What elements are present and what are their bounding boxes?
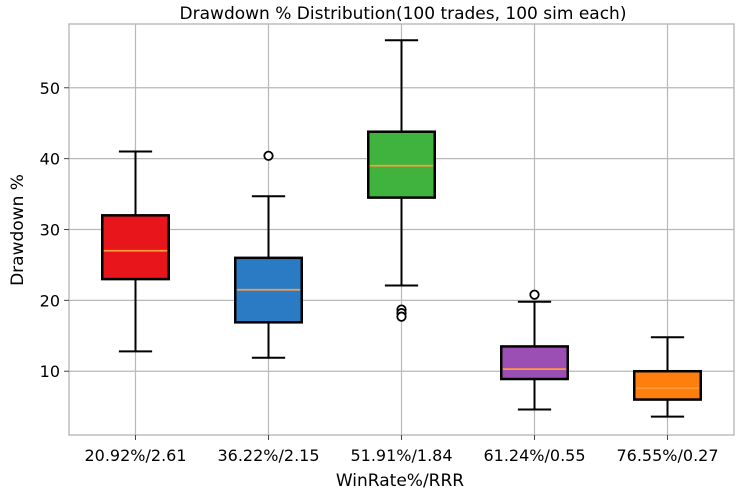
box-series <box>101 39 702 418</box>
x-tick-label: 51.91%/1.84 <box>350 446 452 465</box>
y-tick-label: 10 <box>40 362 60 381</box>
y-axis-ticks: 10 20 30 40 50 <box>40 79 69 381</box>
y-tick-label: 20 <box>40 291 60 310</box>
x-tick-label: 20.92%/2.61 <box>84 446 186 465</box>
x-tick-label: 36.22%/2.15 <box>217 446 319 465</box>
box-group <box>234 150 303 359</box>
y-tick-label: 40 <box>40 150 60 169</box>
chart-title: Drawdown % Distribution(100 trades, 100 … <box>180 4 627 24</box>
box-body <box>500 345 569 381</box>
outlier-point <box>263 150 274 161</box>
x-axis-label: WinRate%/RRR <box>336 471 464 491</box>
outlier-point <box>396 311 407 322</box>
box-body <box>367 130 436 199</box>
box-group <box>500 289 569 411</box>
x-tick-label: 61.24%/0.55 <box>483 446 585 465</box>
box-body <box>101 214 170 281</box>
box-group <box>633 336 702 418</box>
box-group <box>367 39 436 322</box>
outlier-point <box>529 289 540 300</box>
y-axis-label: Drawdown % <box>8 174 28 286</box>
x-tick-label: 76.55%/0.27 <box>616 446 718 465</box>
y-tick-label: 50 <box>40 79 60 98</box>
box-group <box>101 150 170 353</box>
x-axis-ticks: 20.92%/2.61 36.22%/2.15 51.91%/1.84 61.24%/… <box>84 435 719 465</box>
box-body <box>633 369 702 401</box>
y-tick-label: 30 <box>40 221 60 240</box>
